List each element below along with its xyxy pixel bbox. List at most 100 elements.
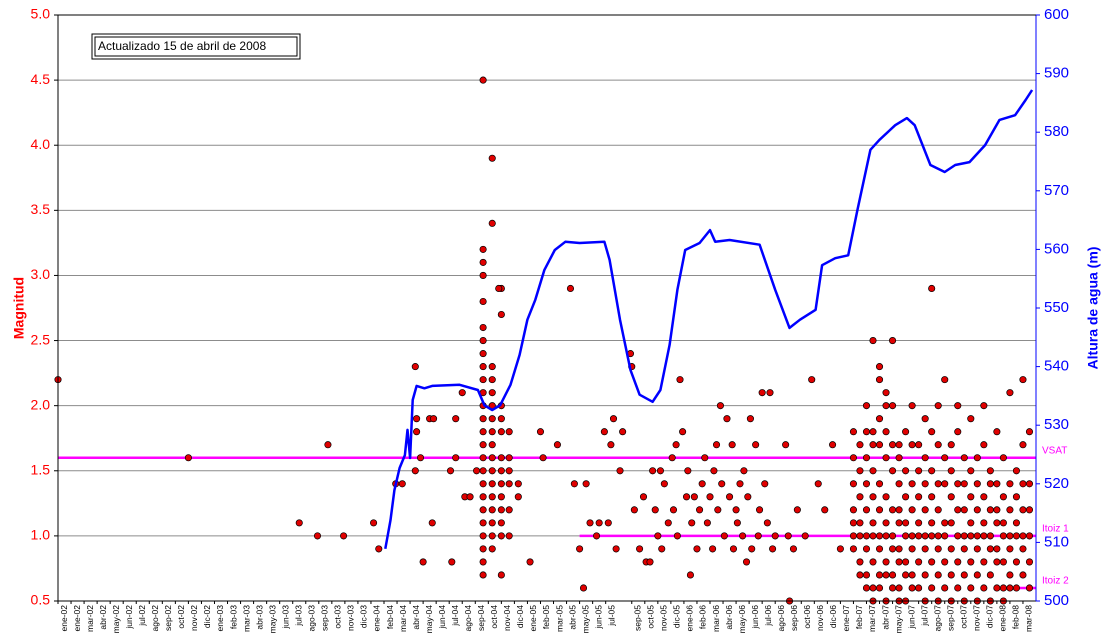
x-tick-label: may-02 [111, 605, 121, 634]
data-point [921, 454, 929, 462]
data-point [875, 571, 884, 579]
data-point [763, 519, 771, 527]
data-point [967, 467, 975, 475]
data-point [723, 415, 731, 423]
x-tick-label: nov-07 [972, 605, 982, 631]
data-point [375, 545, 383, 553]
data-point [954, 402, 962, 410]
data-point [980, 532, 988, 540]
data-point [479, 558, 487, 566]
data-point [733, 519, 741, 527]
data-point [1006, 480, 1014, 488]
data-point [895, 519, 903, 527]
data-point [895, 454, 903, 462]
y-tick-label: 4.5 [31, 71, 51, 87]
data-point [928, 428, 936, 436]
data-point [479, 323, 487, 332]
data-point [398, 480, 406, 488]
data-point [488, 480, 496, 488]
data-point [539, 454, 547, 462]
y2-tick-label: 510 [1044, 533, 1069, 550]
data-point [1025, 558, 1034, 566]
x-tick-label: mar-02 [85, 605, 95, 632]
data-point [495, 284, 503, 293]
x-tick-label: feb-07 [854, 605, 864, 629]
data-point [889, 402, 897, 410]
data-point [814, 480, 822, 488]
data-point [488, 415, 496, 423]
data-point [1006, 584, 1014, 592]
annotation-box [91, 33, 301, 60]
data-point [676, 376, 684, 384]
data-point [479, 428, 487, 436]
data-point [668, 454, 676, 462]
data-point [875, 363, 884, 371]
data-point [960, 532, 968, 540]
data-point [630, 506, 638, 514]
data-point [756, 506, 764, 514]
data-point [479, 493, 487, 501]
data-point [869, 532, 877, 540]
data-point [882, 532, 890, 540]
y-tick-label: 5.0 [31, 6, 51, 22]
data-point [849, 454, 857, 462]
data-point [479, 480, 487, 488]
x-tick-label: oct-02 [176, 605, 186, 629]
x-tick-label: abr-06 [724, 605, 734, 630]
data-point [1025, 506, 1034, 514]
data-point [1012, 584, 1020, 592]
data-point [941, 532, 949, 540]
data-point [604, 519, 612, 527]
data-point [902, 493, 910, 501]
data-point [902, 428, 910, 436]
data-point [908, 506, 916, 514]
x-tick-label: may-06 [737, 605, 747, 634]
data-point [908, 545, 916, 553]
data-point [782, 441, 790, 449]
data-point [999, 584, 1007, 592]
data-point [999, 519, 1007, 527]
data-point [479, 506, 487, 514]
x-tick-label: feb-08 [1011, 605, 1021, 629]
data-point [718, 480, 726, 488]
data-point [862, 532, 871, 540]
x-tick-label: ene-06 [685, 605, 695, 632]
data-point [1019, 376, 1027, 384]
data-point [908, 571, 916, 579]
data-point [739, 532, 747, 540]
x-tick-label: ene-07 [841, 605, 851, 632]
reference-label: Itoiz 1 [1042, 524, 1069, 535]
data-point [895, 506, 903, 514]
data-point [698, 480, 706, 488]
x-tick-label: ene-03 [215, 605, 225, 632]
y2-tick-label: 580 [1044, 123, 1069, 140]
data-point [882, 454, 890, 462]
data-point [869, 558, 877, 566]
data-point [452, 454, 460, 462]
data-point [882, 402, 890, 410]
data-point [895, 584, 903, 592]
data-point [915, 584, 923, 592]
x-tick-label: sep-07 [945, 605, 955, 631]
data-point [1012, 558, 1020, 566]
x-tick-label: ene-05 [528, 605, 538, 632]
data-point [505, 467, 513, 475]
data-point [862, 454, 871, 462]
data-point [639, 493, 648, 501]
data-point [928, 519, 936, 527]
data-point [732, 506, 740, 514]
x-tick-label: feb-03 [228, 605, 238, 629]
data-point [593, 532, 601, 540]
x-tick-label: oct-03 [333, 605, 343, 629]
data-point [505, 532, 513, 540]
x-tick-label: jun-04 [437, 605, 447, 630]
data-point [1012, 467, 1020, 475]
data-point [875, 506, 884, 514]
data-point [921, 545, 929, 553]
data-point [1025, 480, 1034, 488]
data-point [654, 532, 662, 540]
data-point [869, 519, 877, 527]
data-point [479, 532, 487, 540]
x-tick-label: mar-08 [1024, 605, 1034, 632]
data-point [808, 376, 816, 384]
